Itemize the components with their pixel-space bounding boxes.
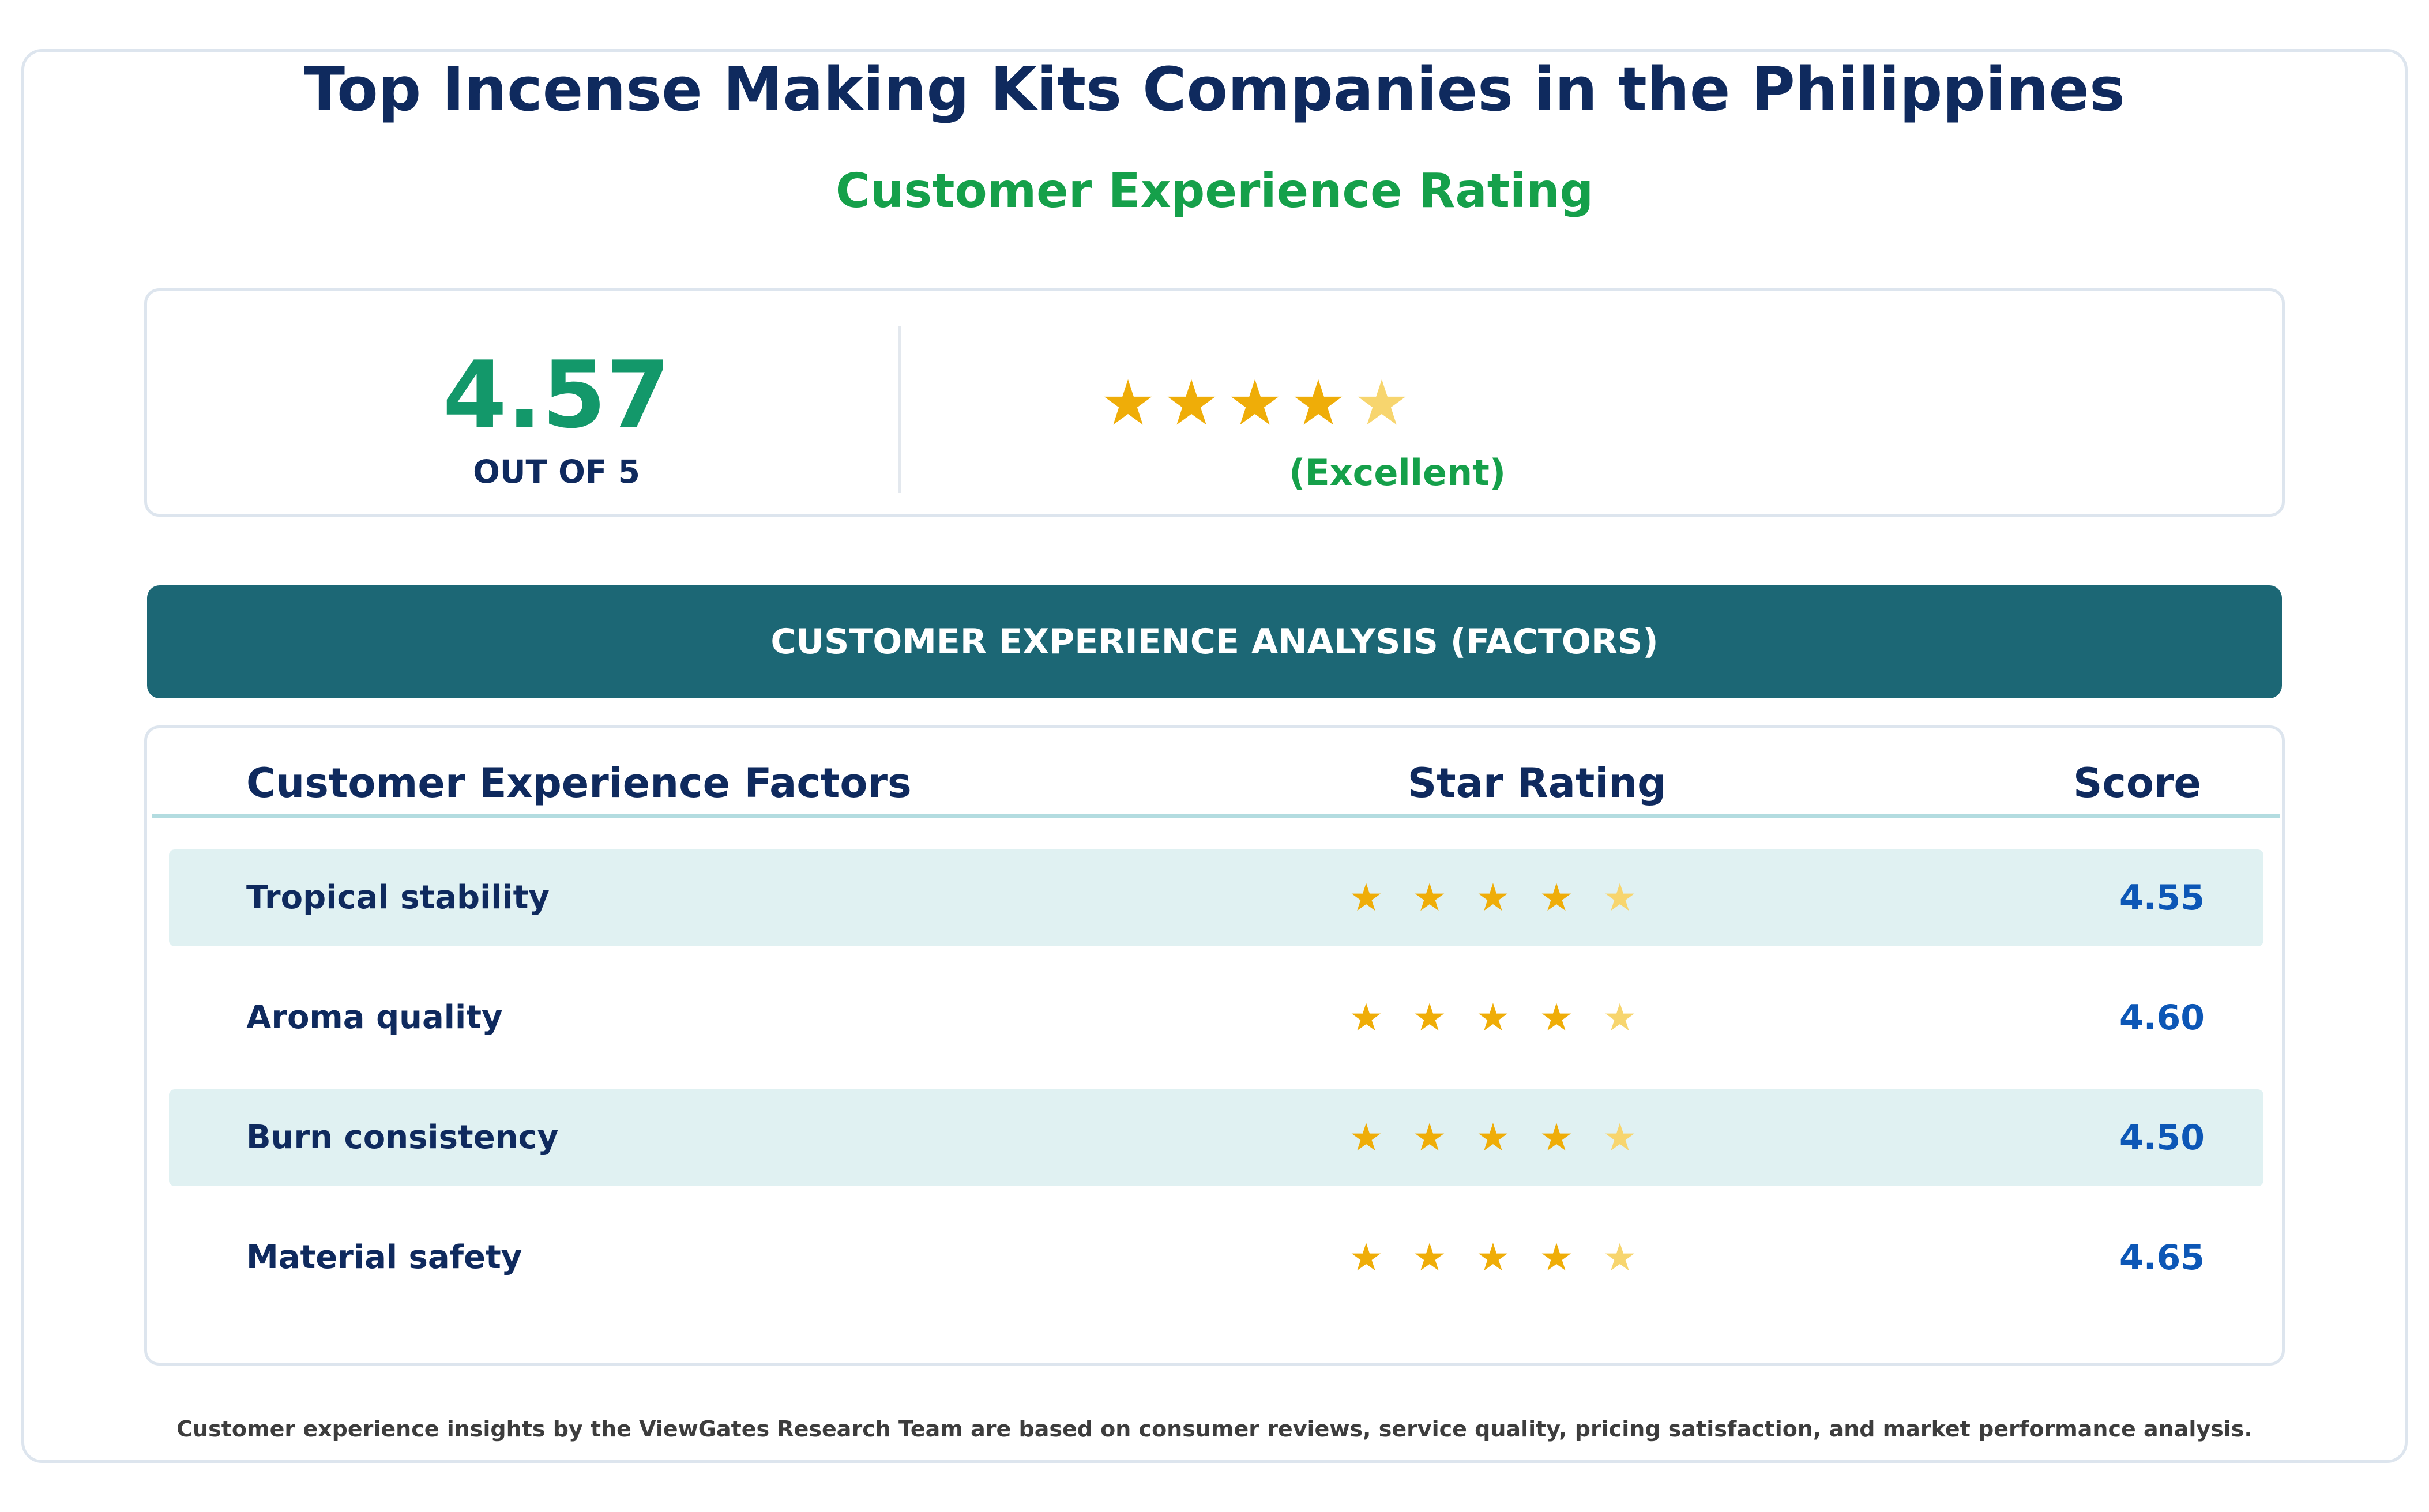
factor-score: 4.65: [2119, 1238, 2205, 1278]
factor-label: Material safety: [246, 1239, 522, 1276]
factor-star-rating: ★ ★ ★ ★ ★: [1345, 969, 1668, 1066]
star-icon: ★: [1349, 875, 1383, 920]
analysis-banner: CUSTOMER EXPERIENCE ANALYSIS (FACTORS): [147, 585, 2282, 698]
star-icon: ★: [1603, 995, 1637, 1040]
star-icon: ★: [1412, 995, 1447, 1040]
star-icon: ★: [1476, 875, 1510, 920]
factors-table: Customer Experience Factors Star Rating …: [144, 725, 2285, 1366]
star-icon: ★: [1603, 1115, 1637, 1160]
star-icon: ★: [1476, 995, 1510, 1040]
star-icon: ★: [1476, 1115, 1510, 1160]
star-icon: ★: [1539, 995, 1574, 1040]
star-icon: ★: [1163, 367, 1220, 439]
star-icon: ★: [1539, 875, 1574, 920]
star-icon: ★: [1353, 367, 1410, 439]
overall-star-rating: ★ ★ ★ ★ ★: [1099, 366, 1693, 441]
factor-star-rating: ★ ★ ★ ★ ★: [1345, 1209, 1668, 1306]
column-header-score: Score: [2073, 759, 2201, 807]
table-row: Material safety ★ ★ ★ ★ ★ 4.65: [169, 1209, 2263, 1306]
factor-star-rating: ★ ★ ★ ★ ★: [1345, 1089, 1668, 1186]
star-icon: ★: [1349, 995, 1383, 1040]
star-icon: ★: [1412, 1115, 1447, 1160]
summary-divider: [898, 326, 901, 493]
factor-star-rating: ★ ★ ★ ★ ★: [1345, 849, 1668, 946]
table-row: Aroma quality ★ ★ ★ ★ ★ 4.60: [169, 969, 2263, 1066]
factor-label: Burn consistency: [246, 1119, 559, 1156]
factor-label: Tropical stability: [246, 879, 550, 916]
factor-label: Aroma quality: [246, 999, 503, 1036]
column-header-stars: Star Rating: [1407, 759, 1667, 807]
star-icon: ★: [1227, 367, 1283, 439]
star-icon: ★: [1290, 367, 1347, 439]
page-subtitle: Customer Experience Rating: [835, 164, 1594, 219]
analysis-banner-label: CUSTOMER EXPERIENCE ANALYSIS (FACTORS): [770, 622, 1659, 662]
factor-score: 4.50: [2119, 1118, 2205, 1158]
footnote: Customer experience insights by the View…: [176, 1416, 2253, 1442]
star-icon: ★: [1349, 1235, 1383, 1280]
overall-rating-label: (Excellent): [1289, 452, 1506, 494]
star-icon: ★: [1100, 367, 1156, 439]
summary-card: 4.57 OUT OF 5 ★ ★ ★ ★ ★ (Excellent): [144, 288, 2285, 517]
star-icon: ★: [1412, 875, 1447, 920]
factor-score: 4.60: [2119, 998, 2205, 1038]
overall-score: 4.57: [442, 341, 671, 449]
star-icon: ★: [1603, 875, 1637, 920]
page-title: Top Incense Making Kits Companies in the…: [304, 54, 2125, 125]
table-row: Tropical stability ★ ★ ★ ★ ★ 4.55: [169, 849, 2263, 946]
table-row: Burn consistency ★ ★ ★ ★ ★ 4.50: [169, 1089, 2263, 1186]
factor-score: 4.55: [2119, 878, 2205, 918]
star-icon: ★: [1539, 1115, 1574, 1160]
star-icon: ★: [1476, 1235, 1510, 1280]
star-icon: ★: [1603, 1235, 1637, 1280]
column-header-factor: Customer Experience Factors: [246, 759, 912, 807]
star-icon: ★: [1412, 1235, 1447, 1280]
star-icon: ★: [1349, 1115, 1383, 1160]
overall-score-scale: OUT OF 5: [473, 453, 640, 490]
header-divider: [152, 814, 2280, 818]
star-icon: ★: [1539, 1235, 1574, 1280]
